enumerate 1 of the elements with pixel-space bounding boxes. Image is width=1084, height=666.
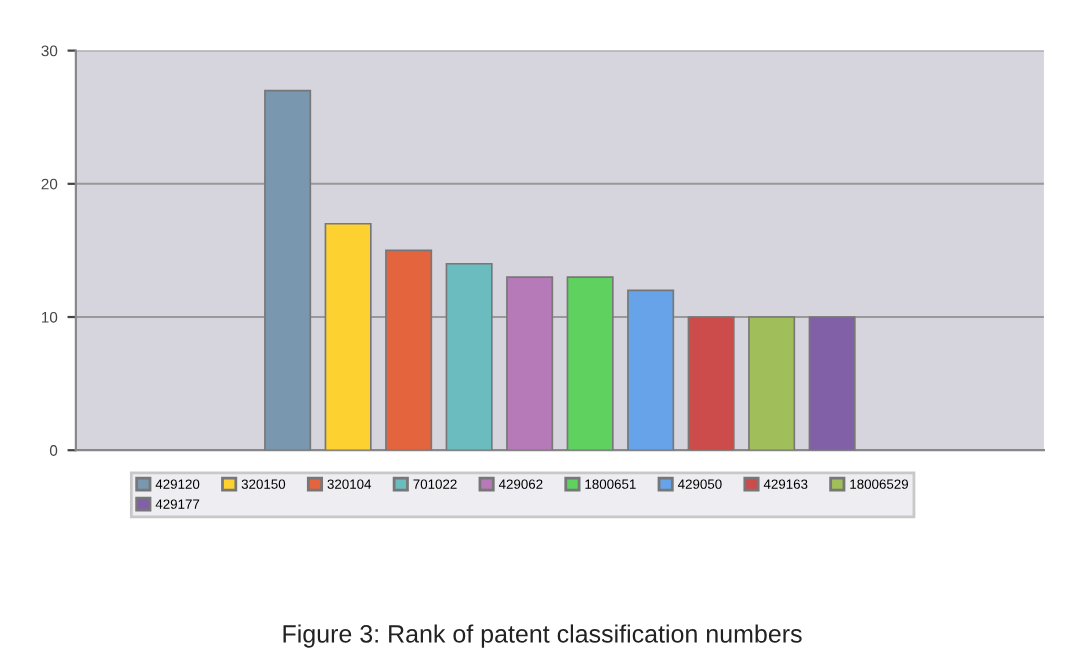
- caption: Figure 3: Rank of patent classification numbers: [283, 624, 802, 648]
